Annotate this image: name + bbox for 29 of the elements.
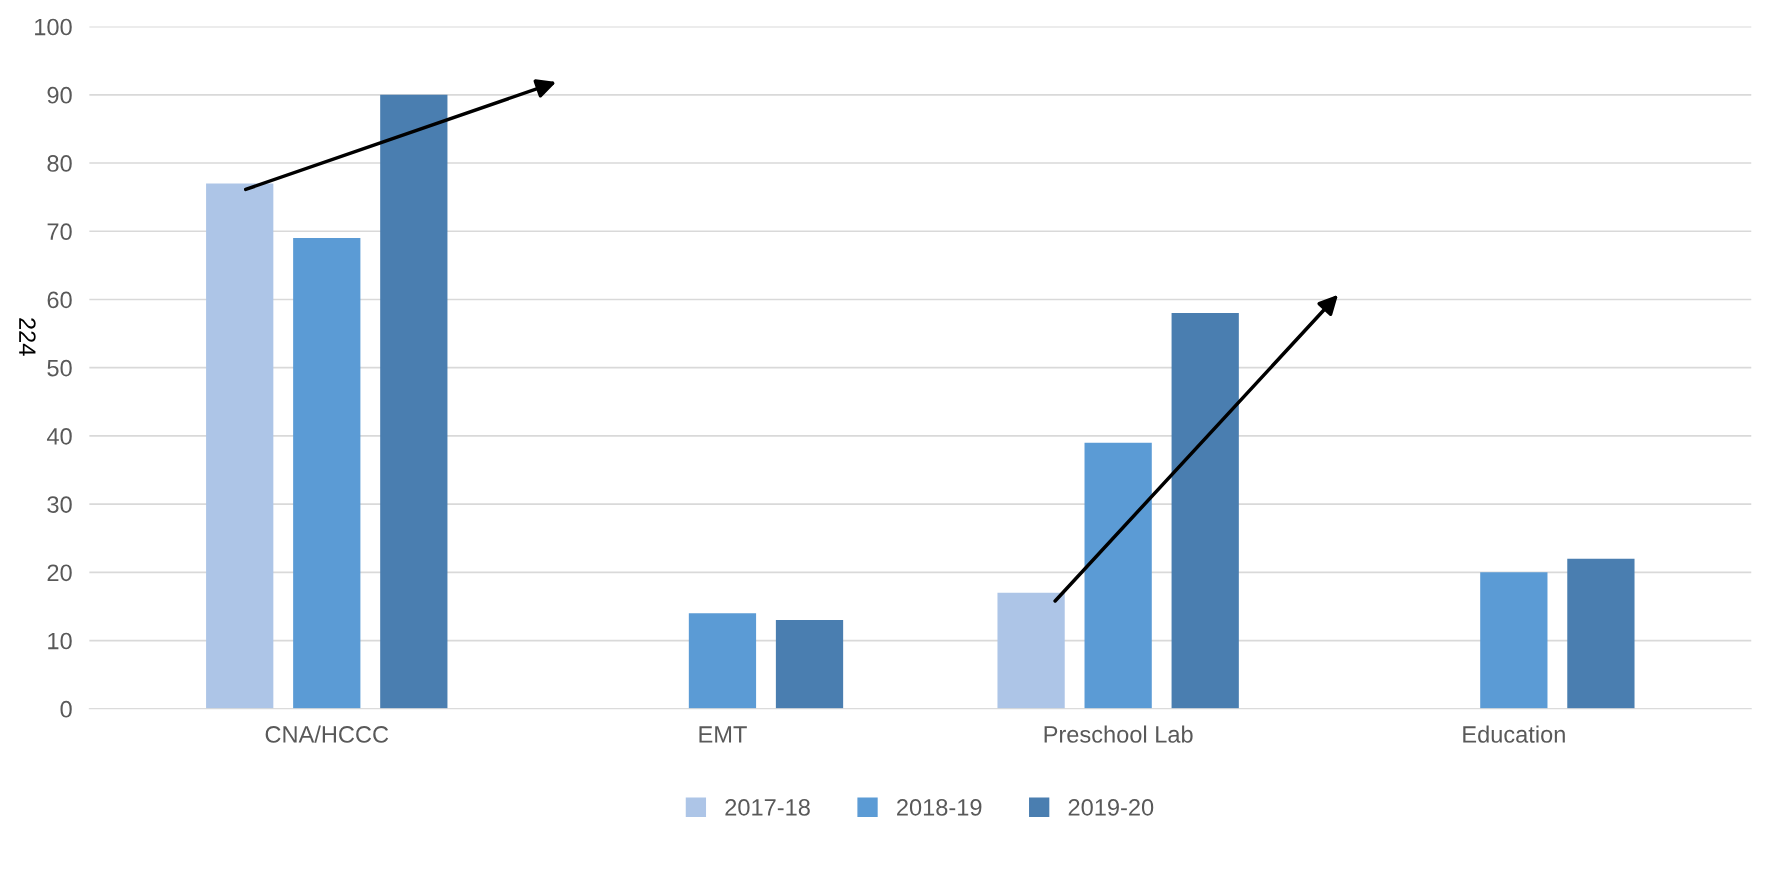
legend-label: 2018-19 — [897, 799, 982, 816]
y-tick-label: 30 — [47, 496, 72, 513]
bar — [380, 94, 448, 709]
y-tick-label: 70 — [47, 223, 72, 241]
legend-label: 2017-18 — [725, 799, 810, 816]
y-tick-label: 10 — [48, 632, 72, 650]
bar — [1480, 572, 1548, 709]
y-tick-label: 80 — [47, 155, 72, 172]
bar — [206, 183, 274, 709]
y-tick-label: 90 — [47, 86, 72, 104]
x-tick-label: Preschool Lab — [1044, 725, 1193, 743]
bar — [1567, 558, 1635, 709]
bar — [688, 613, 757, 709]
bar — [1084, 442, 1152, 709]
y-tick-label: 0 — [60, 700, 72, 718]
bar — [1171, 313, 1239, 709]
x-tick-label: Education — [1463, 725, 1565, 743]
y-tick-label: 100 — [35, 18, 72, 36]
bar — [775, 620, 844, 709]
text: 224 — [19, 318, 36, 356]
bar — [293, 238, 361, 709]
y-tick-label: 60 — [47, 291, 72, 309]
legend-label: 2019-20 — [1068, 799, 1154, 816]
x-tick-label: CNA/HCCC — [265, 725, 389, 743]
y-tick-label: 40 — [46, 427, 72, 445]
x-tick-label: EMT — [699, 726, 747, 743]
y-tick-label: 50 — [47, 359, 72, 377]
bar — [997, 592, 1065, 709]
y-tick-label: 20 — [47, 564, 72, 582]
